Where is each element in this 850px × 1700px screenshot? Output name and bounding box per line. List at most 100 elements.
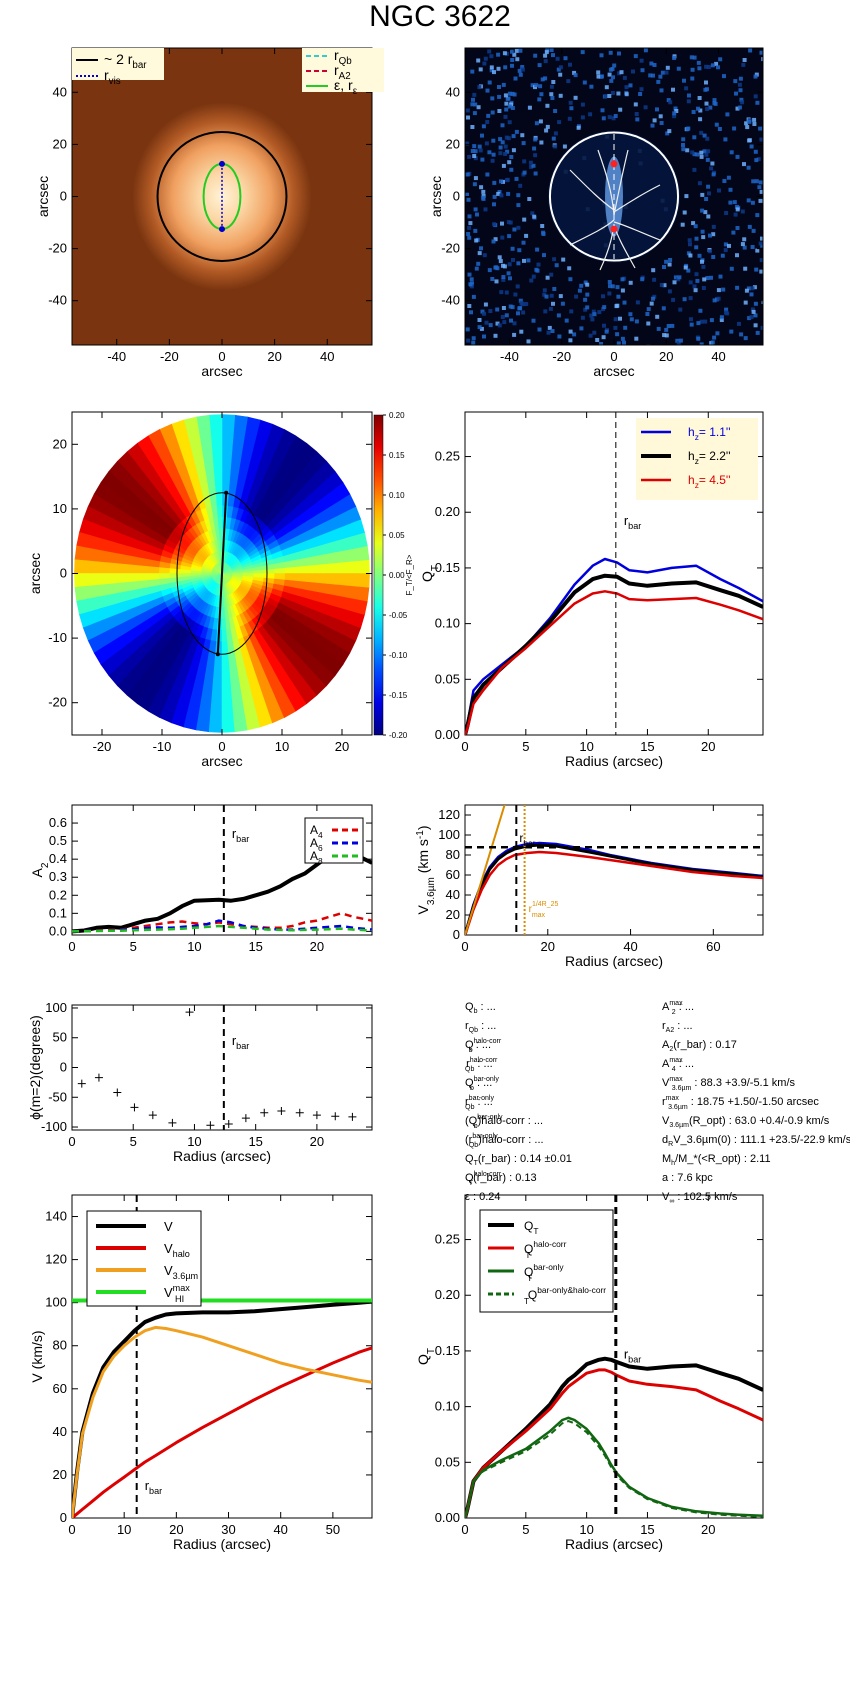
- noise-pixel: [613, 114, 618, 118]
- force-map-cell: [358, 559, 370, 574]
- force-map-cell: [347, 573, 360, 587]
- force-map-cell: [197, 707, 212, 721]
- noise-pixel: [518, 298, 523, 303]
- noise-pixel: [510, 91, 515, 96]
- noise-pixel: [521, 141, 526, 146]
- noise-pixel: [488, 323, 493, 328]
- noise-pixel: [467, 304, 472, 308]
- legend-label-2: Qbar-only T: [524, 1262, 564, 1283]
- noise-pixel: [639, 58, 644, 63]
- spiral-trace-3: [613, 184, 661, 213]
- noise-pixel: [472, 92, 477, 97]
- x-tick-label: 20: [169, 1522, 183, 1537]
- noise-pixel: [696, 321, 701, 326]
- y-tick-label: -40: [48, 293, 67, 308]
- noise-pixel: [466, 232, 471, 236]
- force-map-cell: [183, 715, 199, 731]
- noise-pixel: [496, 191, 501, 196]
- noise-pixel: [534, 83, 539, 88]
- colorbar-tick-label: 0.05: [389, 531, 405, 540]
- noise-pixel: [604, 85, 609, 90]
- noise-pixel: [628, 312, 633, 317]
- noise-pixel: [745, 125, 750, 130]
- y-tick-label: 0: [60, 566, 67, 581]
- noise-pixel: [467, 214, 472, 219]
- noise-pixel: [599, 53, 604, 58]
- noise-pixel: [712, 335, 717, 340]
- noise-pixel: [510, 58, 515, 62]
- noise-pixel: [473, 102, 478, 107]
- noise-pixel: [741, 62, 746, 67]
- noise-pixel: [471, 340, 476, 345]
- phase-point: [113, 1088, 122, 1097]
- noise-pixel: [512, 321, 517, 326]
- y-tick-label: 0.15: [435, 560, 460, 575]
- noise-pixel: [667, 262, 672, 267]
- noise-pixel: [726, 175, 731, 180]
- force-map-cell: [229, 471, 239, 485]
- noise-pixel: [638, 92, 643, 96]
- force-map-cell: [116, 553, 129, 565]
- noise-pixel: [569, 309, 574, 314]
- noise-pixel: [496, 66, 501, 71]
- noise-pixel: [544, 50, 549, 55]
- x-tick-label: 5: [130, 939, 137, 954]
- noise-pixel: [549, 293, 554, 298]
- noise-pixel: [761, 300, 763, 304]
- noise-pixel: [731, 230, 736, 235]
- noise-pixel: [530, 211, 535, 216]
- force-map-cell: [76, 531, 90, 549]
- noise-pixel: [531, 274, 536, 279]
- r-bar-label: rbar: [624, 1347, 642, 1365]
- noise-pixel: [651, 268, 656, 273]
- noise-pixel: [692, 55, 697, 60]
- noise-pixel: [503, 144, 508, 149]
- noise-pixel: [752, 122, 757, 126]
- phase-point: [185, 1008, 194, 1017]
- series-line-3: [465, 1420, 763, 1518]
- force-map-cell: [295, 573, 307, 582]
- panel-brightness-image: -40 -20 0 20 40 -40 -20 0 20 40 arcsec arcsec ~ 2 rb…: [35, 47, 384, 379]
- noise-pixel: [613, 325, 618, 330]
- noise-pixel: [635, 300, 640, 305]
- noise-pixel: [705, 136, 710, 141]
- noise-pixel: [568, 277, 573, 282]
- noise-pixel: [542, 253, 546, 258]
- noise-pixel: [501, 275, 506, 279]
- y-tick-label: 20: [53, 1467, 67, 1482]
- noise-pixel: [690, 76, 695, 81]
- noise-pixel: [473, 228, 478, 233]
- noise-pixel: [466, 115, 470, 120]
- legend-label-0: A4: [310, 823, 323, 840]
- noise-pixel: [649, 61, 654, 66]
- panel-phase-angle: 0 5 10 15 20 -100 -50 0 50 100 Radius (arcsec) rbar…: [27, 1000, 373, 1164]
- x-axis-label: arcsec: [201, 363, 242, 379]
- noise-pixel: [465, 327, 470, 332]
- noise-pixel: [492, 180, 497, 185]
- noise-pixel: [728, 200, 733, 205]
- y-tick-label: 10: [53, 501, 67, 516]
- noise-pixel: [521, 310, 526, 315]
- param-left-row: rbar-only Qb : ...: [465, 1095, 494, 1111]
- force-map-cell: [346, 585, 359, 600]
- phase-point: [206, 1121, 215, 1130]
- legend-label-2: rQb: [334, 47, 352, 67]
- noise-pixel: [716, 65, 720, 70]
- noise-pixel: [750, 245, 755, 249]
- force-map-cell: [210, 697, 223, 711]
- noise-pixel: [724, 211, 729, 215]
- noise-pixel: [519, 301, 524, 306]
- noise-pixel: [479, 185, 484, 190]
- noise-pixel: [753, 313, 758, 318]
- noise-pixel: [671, 87, 675, 92]
- force-map-cell: [203, 673, 215, 687]
- noise-pixel: [590, 317, 595, 322]
- noise-pixel: [681, 137, 686, 142]
- param-left-row: Qbar-only b : ...: [465, 1076, 499, 1092]
- noise-pixel: [484, 320, 489, 325]
- noise-pixel: [651, 296, 655, 301]
- noise-pixel: [526, 258, 531, 263]
- noise-pixel: [735, 285, 740, 290]
- noise-pixel: [737, 105, 742, 110]
- noise-pixel: [481, 189, 486, 194]
